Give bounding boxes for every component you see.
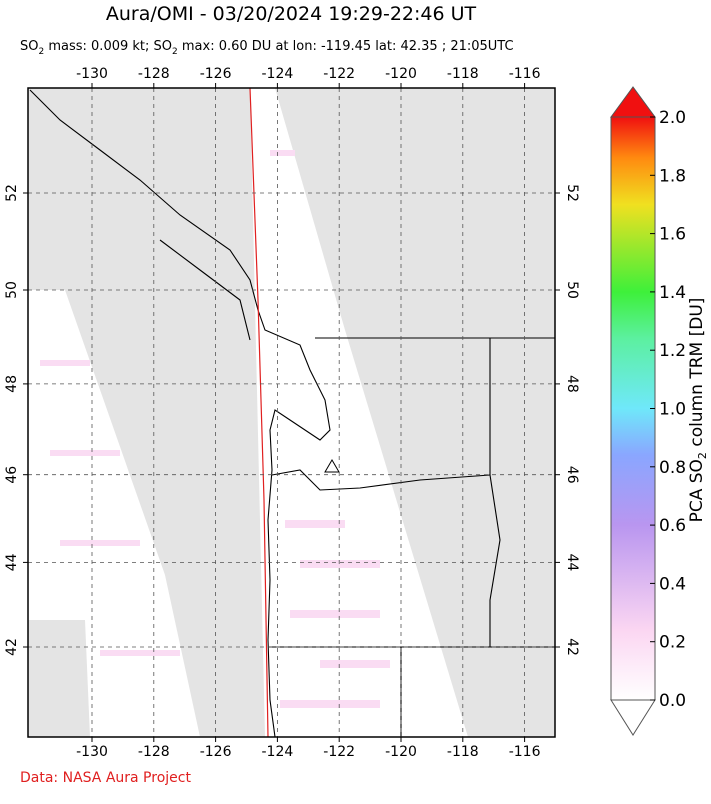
lon-label: -118 (447, 744, 479, 760)
island (159, 239, 251, 341)
map-frame (27, 87, 556, 738)
colorbar-label-part: PCA SO (687, 459, 707, 522)
lon-label: -122 (323, 66, 355, 82)
colorbar (610, 116, 656, 701)
colorbar-tick-label: 1.2 (659, 341, 686, 361)
title: Aura/OMI - 03/20/2024 19:29-22:46 UT (106, 3, 477, 25)
lat-label: 46 (564, 466, 580, 484)
lon-label: -116 (509, 744, 541, 760)
colorbar-tick-label: 0.6 (659, 516, 686, 536)
colorbar-tick-label: 1.8 (659, 166, 686, 186)
lon-label: -120 (385, 744, 417, 760)
lon-label: -118 (447, 66, 479, 82)
volcano-marker (324, 459, 340, 473)
lon-label: -120 (385, 66, 417, 82)
lat-label: 44 (4, 553, 20, 571)
subtitle-sub: 2 (38, 47, 44, 57)
colorbar-label-sub: 2 (696, 452, 709, 459)
border (489, 338, 501, 647)
lat-label: 50 (564, 281, 580, 299)
swath-left (28, 290, 200, 737)
colorbar-tick-label: 1.6 (659, 225, 686, 245)
lon-label: -130 (76, 744, 108, 760)
coastline (29, 89, 331, 737)
lon-label: -128 (138, 66, 170, 82)
colorbar-label-part: column TRM [DU] (687, 298, 707, 452)
subtitle-part: SO (20, 39, 38, 54)
subtitle-sub: 2 (172, 47, 178, 57)
lat-label: 48 (4, 375, 20, 393)
lon-label: -130 (76, 66, 108, 82)
lon-label: -124 (262, 744, 294, 760)
border (271, 469, 491, 491)
so2-pixels (40, 150, 390, 708)
colorbar-label: PCA SO2 column TRM [DU] (687, 298, 709, 523)
subtitle: SO2 mass: 0.009 kt; SO2 max: 0.60 DU at … (20, 39, 514, 57)
colorbar-tick-label: 0.2 (659, 633, 686, 653)
lon-label: -124 (262, 66, 294, 82)
lat-label: 52 (4, 184, 20, 202)
lon-label: -126 (200, 66, 232, 82)
subtitle-part: mass: 0.009 kt; SO (44, 39, 172, 54)
lat-label: 42 (564, 638, 580, 656)
lat-label: 44 (564, 553, 580, 571)
lon-label: -126 (200, 744, 232, 760)
colorbar-min-arrow (610, 699, 656, 736)
map-body (28, 88, 555, 737)
lat-label: 52 (564, 184, 580, 202)
colorbar-tick-label: 2.0 (659, 108, 686, 128)
lat-label: 46 (4, 466, 20, 484)
colorbar-tick-label: 0.0 (659, 691, 686, 711)
colorbar-max-arrow (610, 86, 656, 118)
footer: Data: NASA Aura Project (20, 770, 191, 786)
colorbar-tick-label: 0.8 (659, 458, 686, 478)
colorbar-tick-label: 0.4 (659, 574, 686, 594)
lon-label: -116 (509, 66, 541, 82)
subtitle-part: max: 0.60 DU at lon: -119.45 lat: 42.35 … (178, 39, 514, 54)
lon-label: -122 (323, 744, 355, 760)
lat-label: 42 (4, 638, 20, 656)
colorbar-tick-label: 1.4 (659, 283, 686, 303)
swath-edge (249, 88, 269, 737)
colorbar-tick-label: 1.0 (659, 400, 686, 420)
lat-label: 48 (564, 375, 580, 393)
swath (250, 88, 468, 737)
lat-label: 50 (4, 281, 20, 299)
lon-label: -128 (138, 744, 170, 760)
